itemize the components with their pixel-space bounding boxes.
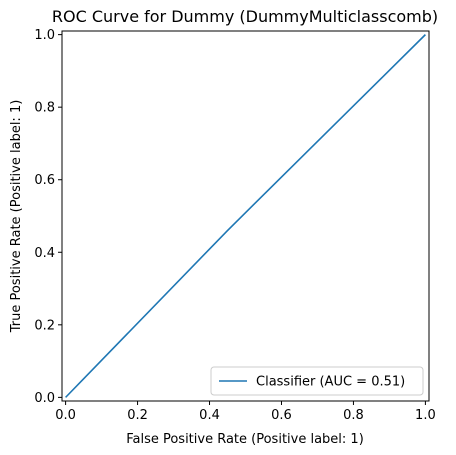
- x-tick-label: 0.8: [343, 408, 364, 423]
- plot-frame: [61, 30, 430, 402]
- legend-box: [210, 366, 424, 396]
- legend: Classifier (AUC = 0.51): [210, 366, 424, 396]
- x-tick-label: 0.4: [199, 408, 220, 423]
- y-tick-label: 0.4: [34, 246, 55, 261]
- x-tick-label: 0.2: [127, 408, 148, 423]
- x-tick-label: 1.0: [415, 408, 436, 423]
- chart-title: ROC Curve for Dummy (DummyMulticlasscomb…: [52, 7, 438, 26]
- y-tick-label: 1.0: [34, 28, 55, 43]
- y-tick-label: 0.8: [34, 101, 55, 116]
- x-tick-label: 0.0: [55, 408, 76, 423]
- x-tick-label: 0.6: [271, 408, 292, 423]
- x-axis-ticks: 0.0 0.2 0.4 0.6 0.8 1.0: [55, 401, 436, 423]
- y-tick-label: 0.2: [34, 318, 55, 333]
- y-tick-label: 0.0: [34, 391, 55, 406]
- legend-label: Classifier (AUC = 0.51): [256, 375, 405, 390]
- y-axis-label: True Positive Rate (Positive label: 1): [9, 100, 24, 334]
- y-tick-label: 0.6: [34, 173, 55, 188]
- x-axis-label: False Positive Rate (Positive label: 1): [126, 432, 364, 447]
- series-layer: [65, 34, 426, 398]
- series-line-0: [65, 34, 426, 398]
- y-axis-ticks: 0.0 0.2 0.4 0.6 0.8 1.0: [34, 28, 62, 406]
